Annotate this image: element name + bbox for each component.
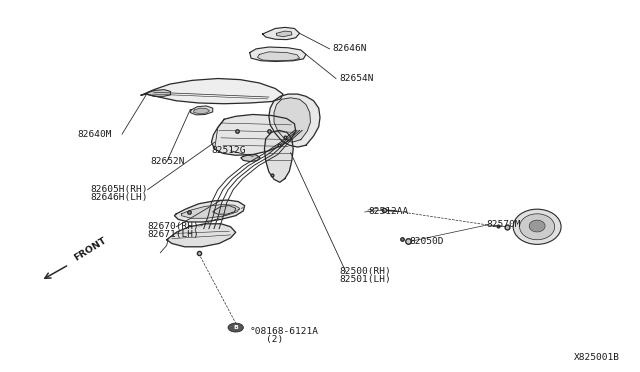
Ellipse shape (513, 209, 561, 244)
Text: FRONT: FRONT (73, 235, 109, 262)
Polygon shape (269, 94, 320, 147)
Text: 82570M: 82570M (486, 221, 520, 230)
Polygon shape (148, 90, 171, 96)
Ellipse shape (529, 220, 545, 232)
Polygon shape (262, 28, 300, 39)
Polygon shape (241, 154, 260, 161)
Text: 82605H(RH): 82605H(RH) (90, 185, 148, 194)
Text: 82646H(LH): 82646H(LH) (90, 193, 148, 202)
Polygon shape (274, 98, 310, 142)
Text: °08168-6121A: °08168-6121A (250, 327, 319, 336)
Polygon shape (264, 131, 293, 182)
Polygon shape (141, 78, 283, 104)
Polygon shape (211, 115, 296, 155)
Text: X825001B: X825001B (574, 353, 620, 362)
Polygon shape (181, 205, 239, 218)
Polygon shape (190, 106, 212, 115)
Polygon shape (193, 108, 209, 114)
Polygon shape (167, 224, 236, 247)
Polygon shape (276, 31, 292, 37)
Text: 82501(LH): 82501(LH) (339, 275, 391, 284)
Text: 82671(LH): 82671(LH) (148, 230, 199, 240)
Text: 82654N: 82654N (339, 74, 374, 83)
Ellipse shape (520, 214, 555, 240)
Polygon shape (174, 200, 244, 222)
Text: 82512AA: 82512AA (368, 208, 408, 217)
Text: 82640M: 82640M (77, 129, 112, 139)
Polygon shape (250, 47, 306, 61)
Polygon shape (257, 52, 300, 61)
Text: 82652N: 82652N (151, 157, 185, 166)
Text: 82670(RH): 82670(RH) (148, 222, 199, 231)
Circle shape (228, 323, 243, 332)
Text: 82646N: 82646N (333, 44, 367, 53)
Text: (2): (2) (266, 335, 283, 344)
Polygon shape (212, 206, 236, 214)
Text: 82050D: 82050D (410, 237, 444, 246)
Text: 82500(RH): 82500(RH) (339, 267, 391, 276)
Text: 82512G: 82512G (211, 146, 246, 155)
Text: B: B (233, 325, 238, 330)
